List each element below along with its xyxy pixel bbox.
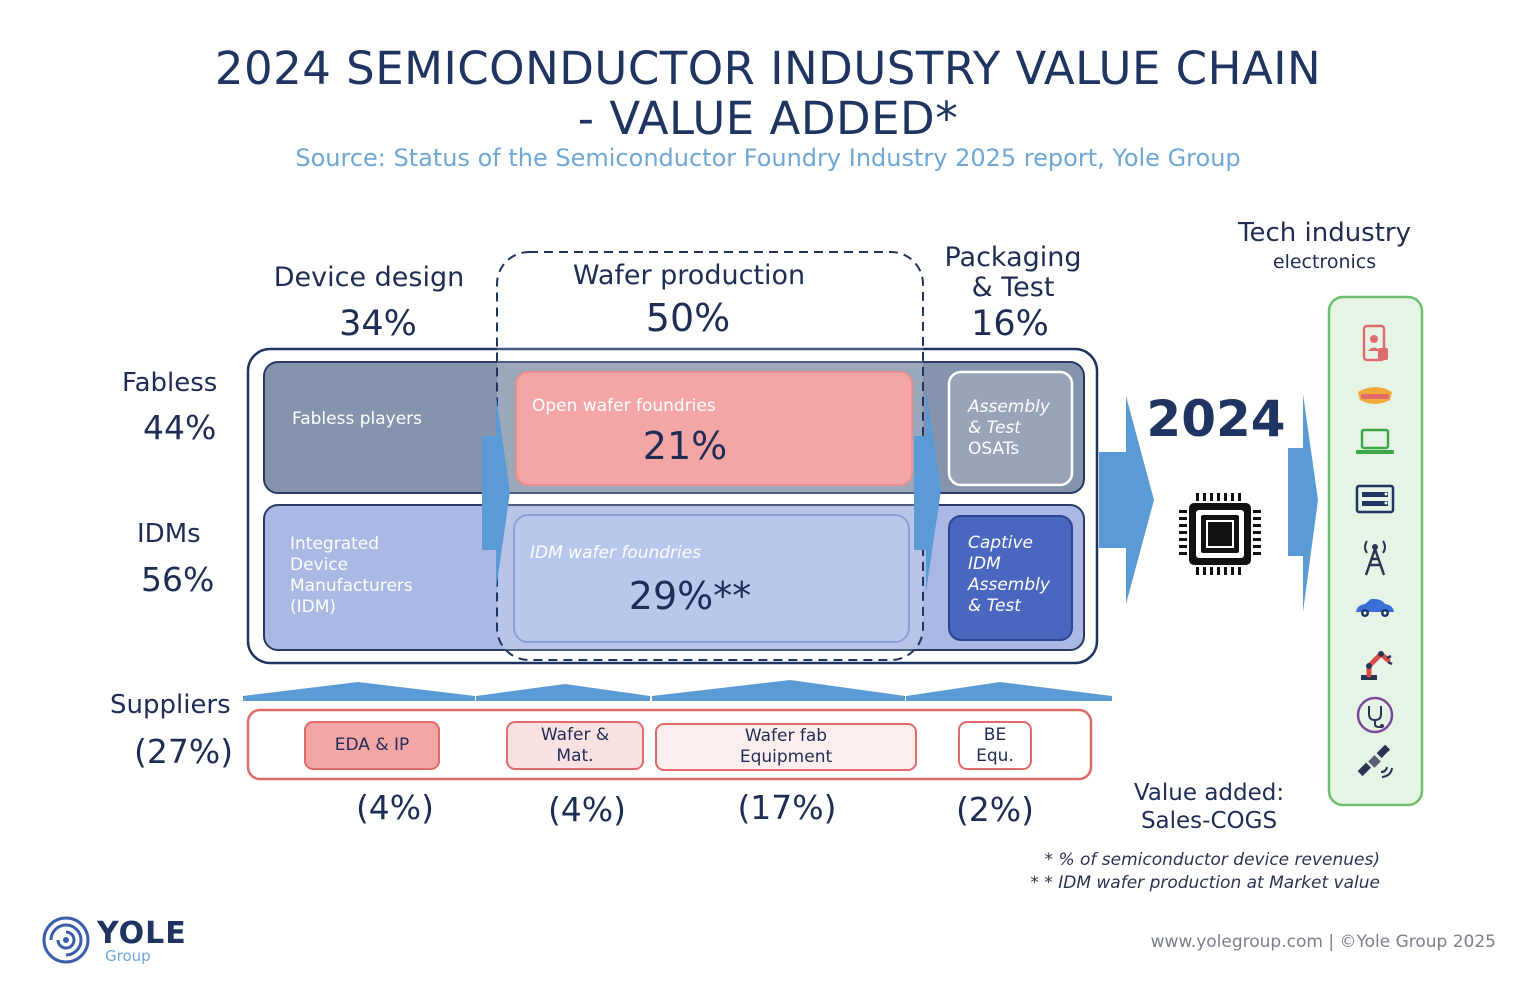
supplier-arrow-3 [652,680,905,696]
car-icon [1351,588,1399,628]
footnote-2: * * IDM wafer production at Market value [1030,873,1380,893]
supplier-eda-pct: (4%) [355,788,435,827]
robot-arm-icon [1351,642,1399,682]
col-design-pct: 34% [339,304,417,344]
supplier-equip-label-1: Wafer fab [744,726,828,746]
yole-logo-mark [42,916,90,964]
logo-text: YOLE [97,916,187,951]
row-fabless-label: Fabless [122,368,218,398]
satellite-icon [1351,742,1399,782]
arrow-design-to-wafer [482,396,510,590]
open-foundries-pct: 21% [642,424,728,468]
osat-line1: Assembly [968,397,1050,417]
arrow-to-tech [1288,394,1318,612]
page-subtitle: Source: Status of the Semiconductor Foun… [295,144,1241,172]
supplier-box-equip: Wafer fab Equipment [656,724,916,770]
row-suppliers-pct: (27%) [134,732,234,771]
row-idms-pct: 56% [141,560,215,599]
captive-line3: Assembly [968,575,1050,595]
row-suppliers-label: Suppliers [110,690,231,720]
supplier-equip-label-2: Equipment [739,747,833,767]
value-added-line2: Sales-COGS [1140,808,1278,834]
page-title: 2024 SEMICONDUCTOR INDUSTRY VALUE CHAIN [214,42,1322,95]
supplier-box-be-bg [958,721,1032,770]
footnote-1: * % of semiconductor device revenues) [1044,850,1380,870]
col-packaging-label: Packaging [944,242,1082,273]
supplier-be-label-1: BE [983,724,1007,745]
supplier-wafer-pct: (4%) [547,790,627,829]
value-added-line1: Value added: [1133,780,1285,806]
captive-line4: & Test [968,596,1021,616]
idm-line1: Integrated [290,534,380,554]
col-wafer-label: Wafer production [572,260,806,291]
server-icon [1351,479,1399,519]
year-label: 2024 [1146,390,1286,448]
idm-foundries-box [513,514,910,643]
col-packaging-pct: 16% [971,304,1049,344]
smartphone-icon [1351,324,1399,364]
supplier-arrow-1 [243,682,475,696]
laptop-icon [1351,422,1399,462]
row-fabless-pct: 44% [143,408,217,447]
supplier-arrow-2 [476,684,650,696]
copyright: www.yolegroup.com | ©Yole Group 2025 [1150,932,1496,952]
osat-line3: OSATs [968,439,1020,459]
cell-tower-icon [1351,537,1399,577]
row-idms-label: IDMs [137,519,201,549]
chip-icon [1179,493,1261,575]
supplier-box-wafer: Wafer & Mat. [507,722,643,769]
col-tech-sublabel: electronics [1272,251,1377,273]
open-foundries-box [515,371,913,486]
captive-box [948,515,1073,641]
col-tech-label: Tech industry [1238,218,1411,248]
idm-foundries-pct: 29%** [628,574,752,618]
supplier-wafer-label-1: Wafer & [540,724,610,745]
supplier-wafer-label-2: Mat. [556,745,594,766]
idm-line4: (IDM) [290,597,337,617]
fabless-players-label: Fabless players [292,409,423,429]
idm-line3: Manufacturers [290,576,413,596]
supplier-be-pct: (2%) [955,790,1035,829]
arrow-wafer-to-packaging [914,390,941,592]
supplier-box-eda: EDA & IP [305,722,439,769]
col-design-label: Device design [273,262,465,293]
supplier-be-label-2: Equ. [976,745,1014,766]
logo-subtext: Group [105,947,151,965]
supplier-arrow-4 [906,682,1112,696]
captive-line1: Captive [968,533,1033,553]
open-foundries-label: Open wafer foundries [532,396,716,416]
captive-line2: IDM [968,554,1001,574]
idm-line2: Device [290,555,349,575]
supplier-equip-pct: (17%) [737,788,837,827]
idm-foundries-label: IDM wafer foundries [530,543,702,563]
osat-box [947,370,1074,487]
supplier-box-equip-bg [655,723,917,771]
col-packaging-label-2: & Test [971,272,1055,303]
supplier-box-be: BE Equ. [959,722,1031,769]
col-wafer-pct: 50% [645,296,731,340]
supplier-box-wafer-bg [506,721,644,770]
page-title-line2: - VALUE ADDED* [577,92,959,145]
supplier-eda-label: EDA & IP [334,735,410,755]
stethoscope-icon [1351,695,1399,735]
arrow-to-chip [1099,396,1154,604]
vr-headset-icon [1351,376,1399,416]
supplier-box-eda-bg [304,721,440,770]
osat-line2: & Test [968,418,1021,438]
